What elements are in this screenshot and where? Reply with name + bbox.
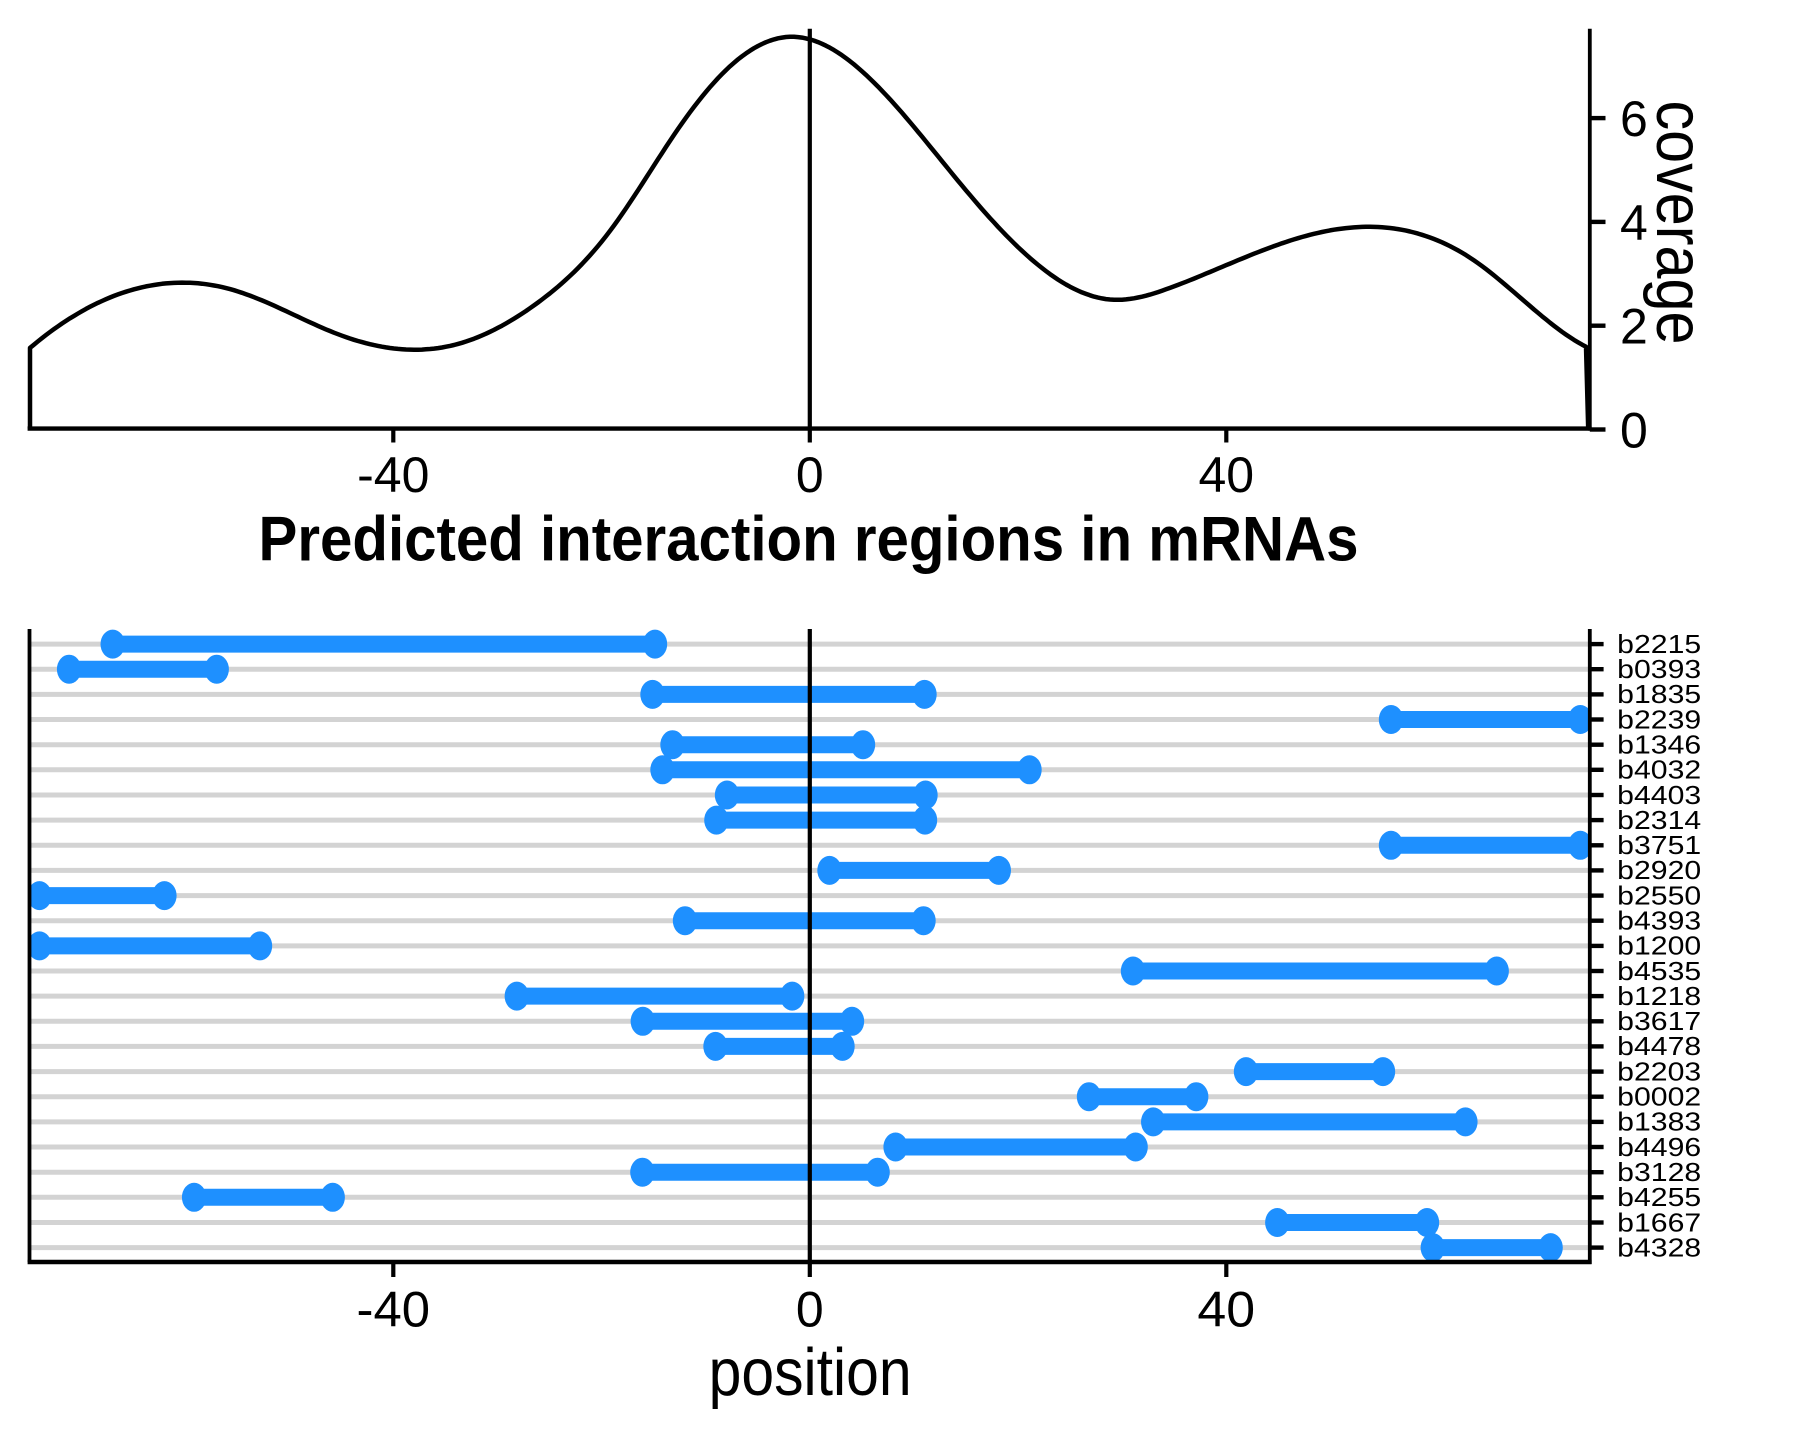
svg-text:b1667: b1667 xyxy=(1617,1207,1701,1237)
svg-text:-40: -40 xyxy=(357,447,429,503)
svg-text:40: 40 xyxy=(1197,1281,1255,1337)
svg-text:b4478: b4478 xyxy=(1617,1031,1701,1061)
svg-text:b2920: b2920 xyxy=(1617,855,1701,885)
svg-text:b3617: b3617 xyxy=(1617,1006,1701,1036)
svg-text:2: 2 xyxy=(1620,299,1648,355)
svg-text:b4403: b4403 xyxy=(1617,780,1701,810)
svg-text:Predicted interaction regions: Predicted interaction regions in mRNAs xyxy=(259,505,1359,575)
svg-text:b2215: b2215 xyxy=(1617,629,1701,659)
svg-text:b4328: b4328 xyxy=(1617,1232,1701,1262)
svg-text:b4535: b4535 xyxy=(1617,956,1701,986)
svg-text:b4255: b4255 xyxy=(1617,1182,1701,1212)
svg-text:coverage: coverage xyxy=(1642,101,1717,345)
svg-text:6: 6 xyxy=(1620,91,1648,147)
svg-text:b0393: b0393 xyxy=(1617,654,1701,684)
svg-text:0: 0 xyxy=(796,447,824,503)
svg-text:b3751: b3751 xyxy=(1617,830,1701,860)
svg-text:b2314: b2314 xyxy=(1617,805,1701,835)
svg-text:b4032: b4032 xyxy=(1617,755,1701,785)
svg-text:4: 4 xyxy=(1620,195,1648,251)
svg-text:b1346: b1346 xyxy=(1617,730,1701,760)
svg-text:b0002: b0002 xyxy=(1617,1082,1701,1112)
svg-text:b4393: b4393 xyxy=(1617,906,1701,936)
svg-text:-40: -40 xyxy=(357,1281,431,1337)
svg-text:b1383: b1383 xyxy=(1617,1107,1701,1137)
svg-text:0: 0 xyxy=(1620,403,1648,459)
svg-text:40: 40 xyxy=(1198,447,1254,503)
svg-text:position: position xyxy=(709,1335,912,1410)
svg-text:b1835: b1835 xyxy=(1617,679,1701,709)
svg-text:b4496: b4496 xyxy=(1617,1132,1701,1162)
svg-text:b1218: b1218 xyxy=(1617,981,1701,1011)
svg-text:b2550: b2550 xyxy=(1617,880,1701,910)
svg-text:0: 0 xyxy=(796,1281,824,1337)
svg-text:b2203: b2203 xyxy=(1617,1056,1701,1086)
svg-text:b1200: b1200 xyxy=(1617,931,1701,961)
svg-text:b2239: b2239 xyxy=(1617,704,1701,734)
svg-text:b3128: b3128 xyxy=(1617,1157,1701,1187)
